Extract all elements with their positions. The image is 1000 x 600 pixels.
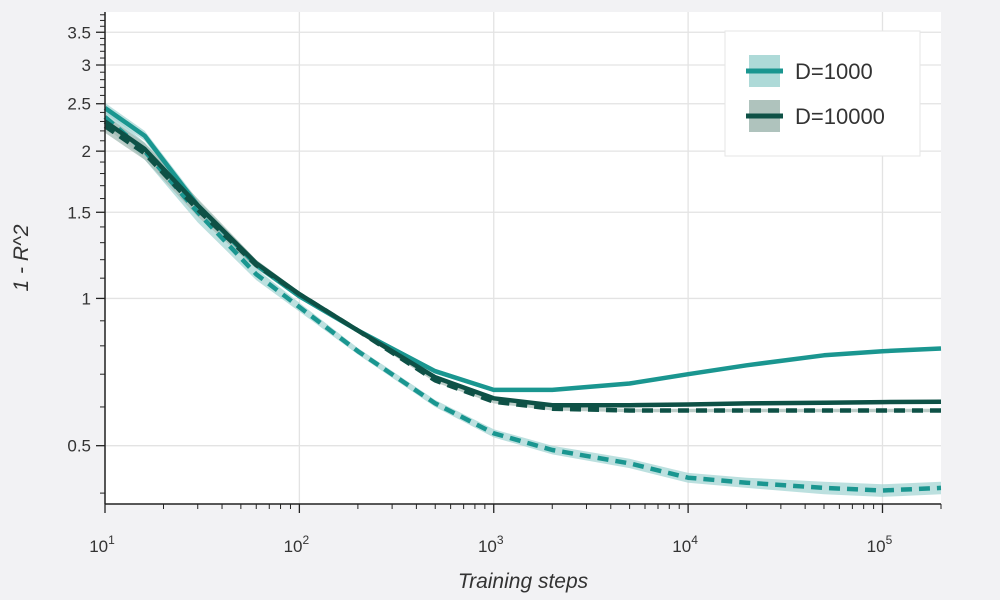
x-tick-label: 104	[672, 533, 698, 556]
x-tick-label: 105	[867, 533, 893, 556]
y-tick-label: 2	[82, 142, 91, 161]
x-axis-title: Training steps	[458, 570, 589, 593]
y-tick-label: 1	[82, 289, 91, 308]
y-tick-label: 0.5	[67, 437, 91, 456]
legend-label: D=1000	[795, 59, 873, 84]
y-tick-label: 3	[82, 56, 91, 75]
x-tick-label: 101	[89, 533, 115, 556]
series-line-dashed	[103, 124, 941, 413]
y-tick-label: 3.5	[67, 23, 91, 42]
x-tick-label: 103	[478, 533, 504, 556]
y-tick-labels: 0.5 1 1.5 2 2.5 3 3.5	[67, 23, 91, 455]
y-tick-label: 2.5	[67, 95, 91, 114]
legend-label: D=10000	[795, 104, 885, 129]
y-axis-title: 1 - R^2	[10, 224, 33, 291]
series-lines	[103, 106, 942, 493]
series-line-solid	[103, 119, 942, 408]
x-tick-label: 102	[284, 533, 310, 556]
x-tick-labels: 101 102 103 104 105	[89, 533, 892, 556]
series-line-dashed	[103, 115, 942, 493]
y-tick-label: 1.5	[67, 203, 91, 222]
legend-box	[724, 30, 921, 157]
axes	[96, 12, 942, 513]
legend: D=1000 D=10000	[724, 30, 921, 157]
